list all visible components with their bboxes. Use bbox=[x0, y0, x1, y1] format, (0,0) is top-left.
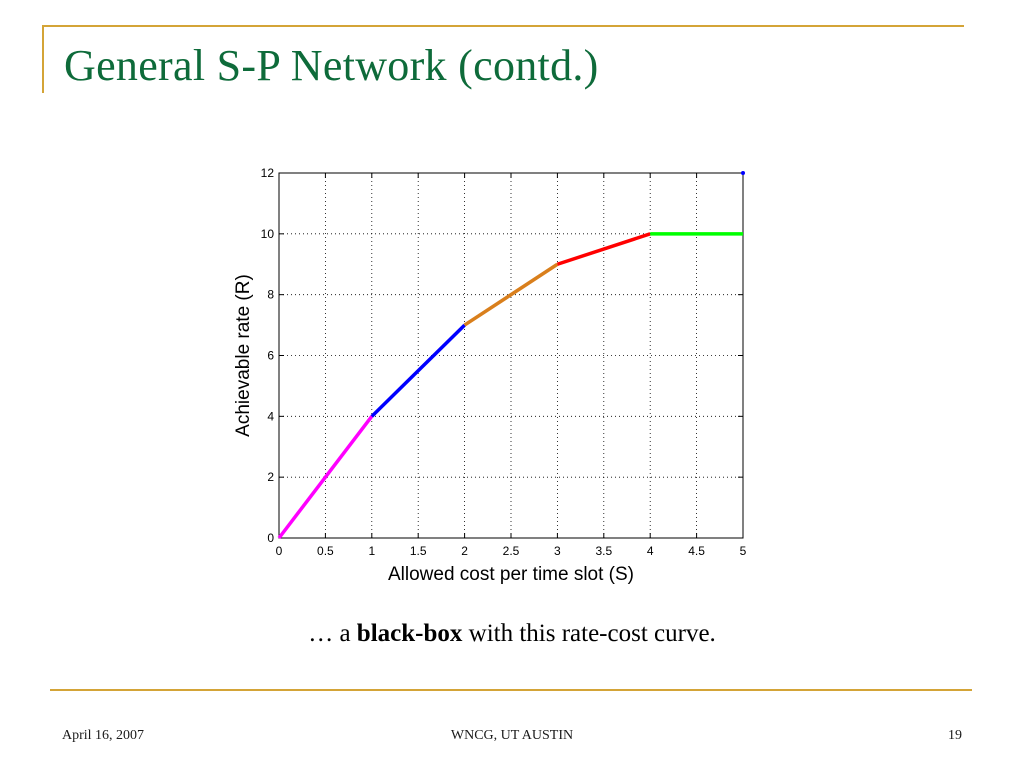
slide-caption: … a black-box with this rate-cost curve. bbox=[0, 620, 1024, 648]
x-tick-label: 2.5 bbox=[503, 544, 520, 558]
y-tick-label: 6 bbox=[267, 349, 274, 363]
footer-page-number: 19 bbox=[948, 728, 962, 743]
caption-suffix: with this rate-cost curve. bbox=[462, 620, 716, 647]
slide-title: General S-P Network (contd.) bbox=[64, 41, 599, 90]
title-frame-top-rule bbox=[42, 25, 964, 27]
y-tick-label: 10 bbox=[261, 227, 275, 241]
x-tick-label: 3 bbox=[554, 544, 561, 558]
y-tick-label: 4 bbox=[267, 409, 274, 423]
x-tick-label: 2 bbox=[461, 544, 468, 558]
footer-rule bbox=[50, 689, 972, 691]
y-axis-label: Achievable rate (R) bbox=[233, 274, 254, 437]
x-tick-label: 0.5 bbox=[317, 544, 334, 558]
y-tick-label: 12 bbox=[261, 166, 275, 180]
x-tick-label: 1.5 bbox=[410, 544, 427, 558]
curve-segment-3 bbox=[463, 262, 559, 327]
footer-date: April 16, 2007 bbox=[62, 728, 145, 743]
x-tick-label: 3.5 bbox=[595, 544, 612, 558]
x-tick-label: 5 bbox=[740, 544, 747, 558]
footer-organization: WNCG, UT AUSTIN bbox=[450, 728, 574, 743]
x-tick-label: 4 bbox=[647, 544, 654, 558]
title-frame-left-rule bbox=[42, 25, 44, 93]
y-tick-label: 2 bbox=[267, 470, 274, 484]
caption-bold-term: black-box bbox=[356, 620, 463, 647]
y-tick-label: 8 bbox=[267, 288, 274, 302]
x-axis-label: Allowed cost per time slot (S) bbox=[388, 564, 634, 585]
x-tick-label: 4.5 bbox=[688, 544, 705, 558]
marker-point bbox=[741, 171, 745, 175]
caption-prefix: … a bbox=[308, 620, 357, 647]
rate-cost-chart: 0 0.5 1 1.5 2 2.5 3 3.5 4 4.5 5 0 2 4 6 8 10 12 Allowed co… bbox=[233, 166, 747, 585]
curve-segment-2 bbox=[370, 323, 466, 418]
curve-segment-4 bbox=[556, 232, 651, 266]
x-tick-label: 0 bbox=[276, 544, 283, 558]
y-tick-label: 0 bbox=[267, 531, 274, 545]
x-tick-label: 1 bbox=[368, 544, 375, 558]
curve-segment-1 bbox=[277, 415, 374, 540]
